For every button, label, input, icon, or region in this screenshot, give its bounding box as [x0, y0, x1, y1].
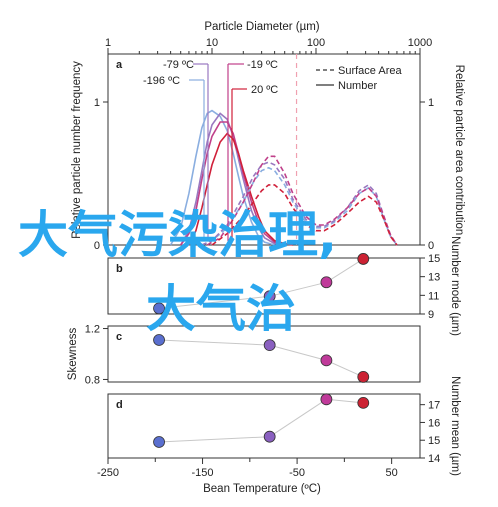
- panel-b-letter: b: [116, 263, 123, 275]
- panel-a-surface-curve-5: [201, 161, 398, 246]
- panel-d-tick-label: 14: [428, 453, 440, 465]
- bottom-tick-label: -250: [97, 467, 119, 479]
- panel-d-point-0: [153, 436, 165, 448]
- panel-c-point-1: [263, 339, 276, 351]
- panel-c-letter: c: [116, 331, 122, 343]
- panel-c-trend-line: [159, 339, 364, 378]
- panel-d-tick-label: 15: [428, 435, 440, 447]
- panel-c-point-2: [320, 354, 333, 367]
- panel-b-frame: [107, 257, 421, 315]
- bottom-tick-label: -50: [289, 467, 305, 479]
- panel-a-y-right-label: Relative particle area contribution: [453, 65, 465, 236]
- top-axis-title: Particle Diameter (µm): [204, 21, 319, 33]
- panel-d-point-1: [263, 430, 276, 443]
- bottom-tick-label: 50: [386, 467, 398, 479]
- panel-a-surface-curve-6: [206, 155, 398, 246]
- panel-a-number-curve-2: [180, 121, 285, 246]
- panel-a-left-tick-label: 1: [94, 97, 100, 109]
- panel-c-tick-label: 1.2: [85, 324, 100, 336]
- legend-label-surface-area: Surface Area: [338, 65, 402, 77]
- panel-b-tick-label: 13: [428, 272, 440, 284]
- panel-d-tick-label: 16: [428, 417, 440, 429]
- overlay-text-line2: 大气治: [146, 280, 296, 338]
- annotation-minus196: -196 ºC: [143, 75, 180, 87]
- panel-a: 0 0 1 1: [94, 54, 434, 252]
- panel-c-tick-label: 0.8: [85, 374, 100, 386]
- top-tick-label-100: 100: [307, 37, 325, 49]
- legend: Surface Area Number: [316, 65, 402, 92]
- top-axis-ticks: 1 10 100 1000: [105, 37, 432, 55]
- top-tick-label-10: 10: [206, 37, 218, 49]
- temperature-annotations: -79 ºC -196 ºC -19 ºC 20 ºC: [143, 59, 278, 96]
- panel-d-point-3: [357, 396, 370, 409]
- panel-b-tick-label: 9: [428, 309, 434, 321]
- panel-a-y-left-label: Relative particle number frequency: [71, 61, 83, 239]
- panel-b-tick-label: 15: [428, 253, 440, 265]
- panel-b-point-0: [153, 302, 165, 315]
- panel-a-left-tick-label: 0: [94, 240, 100, 252]
- panel-b-point-3: [357, 253, 370, 265]
- bottom-tick-label: -150: [192, 467, 214, 479]
- panel-b: 9 11 13 15: [153, 253, 440, 321]
- panel-d-tick-label: 17: [428, 400, 440, 412]
- panel-c-point-3: [357, 371, 370, 383]
- panel-b-point-2: [320, 276, 333, 289]
- legend-label-number: Number: [338, 80, 377, 92]
- annotation-minus79: -79 ºC: [163, 59, 194, 71]
- annotation-20: 20 ºC: [251, 84, 278, 96]
- overlay-text-line1: 大气污染治理,: [18, 206, 337, 264]
- panel-a-letter: a: [116, 59, 123, 71]
- panel-a-right-tick-label: 1: [428, 97, 434, 109]
- top-tick-label-1: 1: [105, 37, 111, 49]
- panel-c-point-0: [153, 334, 165, 346]
- annotation-minus19: -19 ºC: [247, 59, 278, 71]
- panel-d-frame: [107, 393, 421, 459]
- panel-a-right-tick-label: 0: [428, 240, 434, 252]
- panel-d-point-2: [320, 393, 333, 406]
- panel-d-letter: d: [116, 399, 123, 411]
- panel-c-y-left-label: Skewness: [67, 328, 79, 381]
- panel-a-frame: [107, 53, 421, 246]
- bottom-axis-title: Bean Temperature (ºC): [203, 483, 321, 495]
- bottom-axis-ticks: -250 -150 -50 50: [97, 458, 398, 479]
- panel-a-number-curve-0: [169, 109, 275, 246]
- panel-b-tick-label: 11: [428, 290, 439, 302]
- panel-c-frame: [107, 325, 421, 383]
- panel-d: 14 15 16 17: [153, 393, 440, 465]
- panel-b-trend-line: [159, 258, 364, 309]
- panel-d-y-right-label: Number mean (µm): [449, 376, 461, 476]
- top-tick-label-1000: 1000: [408, 37, 432, 49]
- panel-b-point-1: [263, 290, 276, 303]
- panel-d-trend-line: [159, 398, 364, 443]
- panel-b-y-right-label: Number mode (µm): [449, 236, 461, 336]
- panel-a-surface-curve-7: [211, 184, 398, 246]
- panel-c: 0.8 1.2: [85, 324, 370, 386]
